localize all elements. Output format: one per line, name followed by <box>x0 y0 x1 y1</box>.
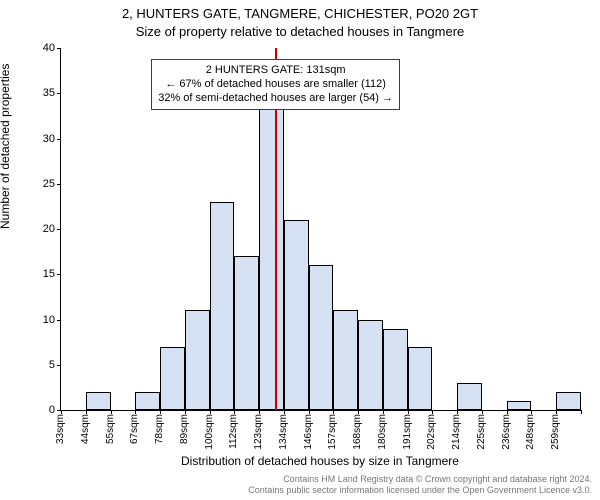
annotation-line: ← 67% of detached houses are smaller (11… <box>158 77 393 91</box>
plot-area: 051015202530354033sqm44sqm55sqm67sqm78sq… <box>60 48 581 411</box>
histogram-bar <box>86 392 111 410</box>
x-tick-label: 112sqm <box>228 410 239 449</box>
histogram-bar <box>507 401 532 410</box>
y-tick-mark <box>57 139 61 140</box>
annotation-line: 32% of semi-detached houses are larger (… <box>158 91 393 105</box>
y-tick-mark <box>57 93 61 94</box>
x-tick-label: 168sqm <box>352 410 363 450</box>
x-tick-label: 78sqm <box>154 410 165 444</box>
x-tick-label: 67sqm <box>129 410 140 444</box>
x-tick-label: 259sqm <box>550 410 561 450</box>
y-axis-label: Number of detached properties <box>0 64 12 229</box>
histogram-bar <box>259 93 284 410</box>
x-tick-label: 248sqm <box>525 410 536 450</box>
histogram-bar <box>333 310 358 410</box>
footnote-line2: Contains public sector information licen… <box>248 485 592 496</box>
y-tick-mark <box>57 274 61 275</box>
x-tick-label: 134sqm <box>278 410 289 450</box>
y-tick-mark <box>57 48 61 49</box>
x-tick-label: 123sqm <box>253 410 264 450</box>
x-axis-label: Distribution of detached houses by size … <box>60 454 580 468</box>
x-tick-label: 89sqm <box>179 410 190 444</box>
y-tick-mark <box>57 365 61 366</box>
histogram-bar <box>457 383 482 410</box>
histogram-bar <box>284 220 309 410</box>
histogram-bar <box>185 310 210 410</box>
footnote: Contains HM Land Registry data © Crown c… <box>248 474 592 496</box>
x-tick-label: 214sqm <box>451 410 462 450</box>
chart-subtitle: Size of property relative to detached ho… <box>0 24 600 39</box>
x-tick-label: 100sqm <box>204 410 215 450</box>
histogram-bar <box>556 392 581 410</box>
x-tick-label: 44sqm <box>80 410 91 444</box>
x-tick-mark <box>581 410 582 414</box>
histogram-bar <box>160 347 185 410</box>
histogram-bar <box>358 320 383 411</box>
histogram-bar <box>234 256 259 410</box>
y-tick-mark <box>57 320 61 321</box>
annotation-box: 2 HUNTERS GATE: 131sqm← 67% of detached … <box>151 59 400 110</box>
x-tick-label: 55sqm <box>105 410 116 444</box>
y-tick-mark <box>57 184 61 185</box>
histogram-bar <box>309 265 334 410</box>
histogram-bar <box>135 392 160 410</box>
x-tick-label: 225sqm <box>476 410 487 450</box>
footnote-line1: Contains HM Land Registry data © Crown c… <box>248 474 592 485</box>
x-tick-label: 33sqm <box>55 410 66 444</box>
annotation-header: 2 HUNTERS GATE: 131sqm <box>158 63 393 77</box>
x-tick-label: 202sqm <box>426 410 437 450</box>
histogram-bar <box>408 347 433 410</box>
histogram-bar <box>383 329 408 410</box>
histogram-bar <box>210 202 235 410</box>
x-tick-label: 236sqm <box>501 410 512 450</box>
x-tick-label: 180sqm <box>377 410 388 450</box>
y-tick-mark <box>57 229 61 230</box>
x-tick-label: 191sqm <box>402 410 413 450</box>
histogram-chart: 2, HUNTERS GATE, TANGMERE, CHICHESTER, P… <box>0 0 600 500</box>
chart-title: 2, HUNTERS GATE, TANGMERE, CHICHESTER, P… <box>0 6 600 21</box>
x-tick-label: 146sqm <box>303 410 314 450</box>
x-tick-label: 157sqm <box>327 410 338 450</box>
